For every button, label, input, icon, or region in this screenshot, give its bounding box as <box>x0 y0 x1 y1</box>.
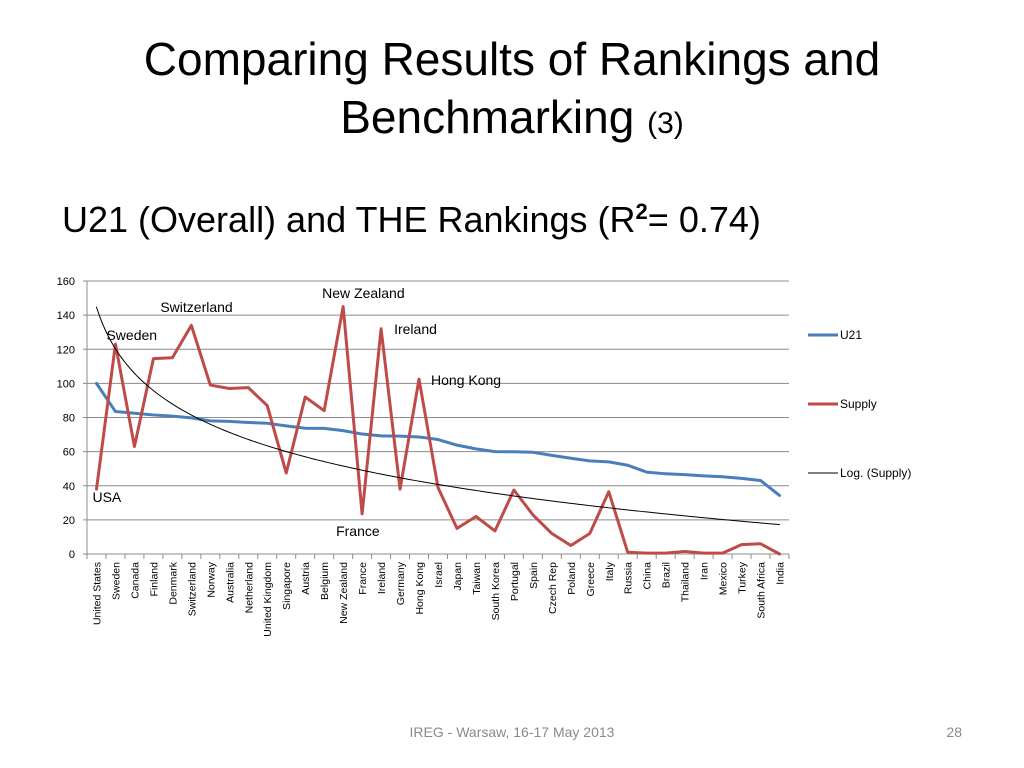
chart-series <box>94 305 782 556</box>
x-tick-label: Japan <box>452 562 464 591</box>
x-tick-label: France <box>357 562 369 595</box>
legend-label: Log. (Supply) <box>840 466 911 480</box>
annotation-label: Ireland <box>394 321 437 337</box>
subtitle-main: U21 (Overall) and THE Rankings (R <box>62 199 636 240</box>
y-tick-label-100: 100 <box>57 378 75 390</box>
y-tick-label-0: 0 <box>69 549 75 561</box>
y-tick-label-60: 60 <box>63 447 75 459</box>
subtitle-superscript: 2 <box>635 199 648 224</box>
x-tick-label: Mexico <box>718 562 730 595</box>
x-tick-label: Poland <box>566 562 578 595</box>
x-tick-label: South Africa <box>756 562 768 619</box>
legend-label: U21 <box>840 328 862 342</box>
annotation-label: Switzerland <box>160 299 232 315</box>
x-tick-label: Switzerland <box>186 562 198 616</box>
x-axis-ticks: United States Sweden Canada Finland Denmark S… <box>86 554 790 637</box>
annotation-label: Sweden <box>106 327 157 343</box>
x-tick-label: Austria <box>300 562 312 595</box>
x-tick-label: Denmark <box>167 561 179 604</box>
series-line-u21 <box>94 381 782 497</box>
x-tick-label: Israel <box>433 562 445 588</box>
x-tick-label: India <box>775 562 787 585</box>
slide-title-suffix: (3) <box>647 107 684 140</box>
series-line-supply <box>94 305 782 556</box>
x-tick-label: Turkey <box>737 561 749 593</box>
series-line-log-supply <box>95 306 781 526</box>
x-tick-label: Norway <box>205 561 217 597</box>
annotation-label: Hong Kong <box>431 372 501 388</box>
x-tick-label: Taiwan <box>471 562 483 595</box>
slide-title-text: Comparing Results of Rankings and Benchm… <box>143 33 881 143</box>
x-tick-label: Belgium <box>319 562 331 600</box>
x-tick-label: Spain <box>528 562 540 589</box>
y-tick-label-140: 140 <box>57 310 75 322</box>
x-tick-label: Greece <box>585 562 597 597</box>
y-tick-label-120: 120 <box>57 344 75 356</box>
x-tick-label: Brazil <box>661 562 673 588</box>
x-tick-label: China <box>642 562 654 590</box>
x-tick-label: Finland <box>148 562 160 597</box>
x-tick-label: Canada <box>129 562 141 599</box>
y-axis-ticks: 0 20 40 60 80 100 120 140 160 <box>57 276 87 561</box>
x-tick-label: Netherland <box>243 562 255 614</box>
y-tick-label-80: 80 <box>63 413 75 425</box>
subtitle-tail: = 0.74) <box>647 199 761 240</box>
x-tick-label: Singapore <box>281 562 293 610</box>
y-tick-label-40: 40 <box>63 481 75 493</box>
chart-legend: U21 Supply Log. (Supply) <box>808 328 911 480</box>
page-number: 28 <box>946 724 962 740</box>
x-tick-label: United Kingdom <box>262 562 274 637</box>
annotation-label: France <box>336 523 380 539</box>
x-tick-label: United States <box>91 562 103 625</box>
x-tick-label: Czech Rep <box>547 562 559 614</box>
annotation-label: New Zealand <box>322 285 405 301</box>
x-tick-label: Australia <box>224 562 236 603</box>
x-tick-label: Sweden <box>110 562 122 600</box>
legend-label: Supply <box>840 397 877 411</box>
x-tick-label: Italy <box>604 561 616 581</box>
slide-footer: IREG - Warsaw, 16-17 May 2013 <box>409 724 615 740</box>
y-tick-label-20: 20 <box>63 515 75 527</box>
x-tick-label: Hong Kong <box>414 562 426 615</box>
y-tick-label-160: 160 <box>57 276 75 288</box>
slide-title: Comparing Results of Rankings and Benchm… <box>62 30 962 153</box>
x-tick-label: Iran <box>699 562 711 580</box>
x-tick-label: Ireland <box>376 562 388 594</box>
x-tick-label: South Korea <box>490 562 502 621</box>
x-tick-label: New Zealand <box>338 562 350 624</box>
x-tick-label: Russia <box>623 562 635 594</box>
slide-subtitle: U21 (Overall) and THE Rankings (R2= 0.74… <box>62 188 761 244</box>
annotation-label: USA <box>92 489 121 505</box>
x-tick-label: Portugal <box>509 562 521 601</box>
x-tick-label: Germany <box>395 561 407 605</box>
x-tick-label: Thailand <box>680 562 692 602</box>
